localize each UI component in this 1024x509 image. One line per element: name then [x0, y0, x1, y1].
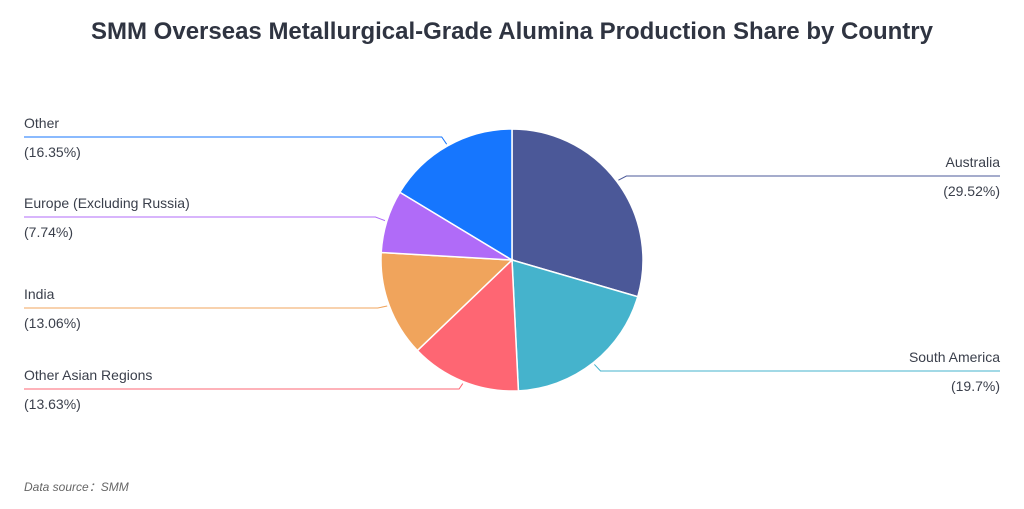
leader-line — [24, 136, 448, 145]
slice-label-name: Other — [24, 115, 59, 131]
slice-label-percent: (13.63%) — [24, 396, 81, 412]
slice-label-name: Australia — [946, 154, 1001, 170]
pie-slice-other-asian-regions[interactable] — [416, 258, 520, 392]
pie-slice-south-america[interactable] — [511, 258, 639, 392]
pie-slice-other[interactable] — [398, 128, 513, 262]
chart-title: SMM Overseas Metallurgical-Grade Alumina… — [91, 18, 933, 45]
pie-slice-australia[interactable] — [511, 128, 644, 298]
leader-line — [24, 383, 464, 390]
slice-label-percent: (13.06%) — [24, 315, 81, 331]
slice-label-percent: (16.35%) — [24, 144, 81, 160]
leader-line — [24, 216, 386, 222]
slice-label-name: Other Asian Regions — [24, 367, 152, 383]
slice-label-percent: (7.74%) — [24, 224, 73, 240]
slice-label-name: South America — [909, 349, 1000, 365]
leader-line — [618, 175, 1000, 181]
slice-label-percent: (29.52%) — [943, 183, 1000, 199]
leader-line — [24, 305, 388, 309]
slice-label-percent: (19.7%) — [951, 378, 1000, 394]
slice-label-name: Europe (Excluding Russia) — [24, 195, 190, 211]
leader-line — [594, 364, 1000, 372]
data-source: Data source：SMM — [24, 480, 129, 494]
slice-label-name: India — [24, 286, 55, 302]
pie-slice-india[interactable] — [380, 251, 514, 352]
